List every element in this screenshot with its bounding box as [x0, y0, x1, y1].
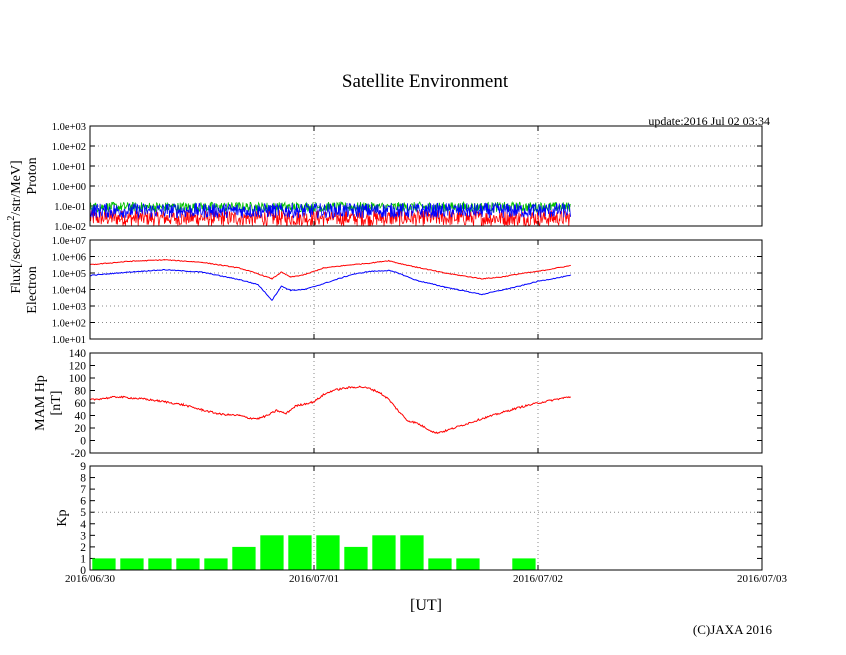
- panel-frame-electron: [89, 239, 763, 340]
- kp-bar: [400, 535, 424, 570]
- x-tick-label: 2016/07/02: [513, 573, 563, 585]
- y-tick-label: 1.0e+04: [52, 286, 87, 297]
- y-tick-label: 1: [80, 553, 86, 565]
- panel-frame-proton: [89, 125, 763, 227]
- y-tick-label: 0: [80, 565, 86, 577]
- kp-bar: [92, 558, 116, 570]
- panel-frame-kp: [89, 465, 763, 571]
- y-tick-label: 3: [80, 530, 86, 542]
- y-tick-label: 1.0e+01: [52, 162, 86, 173]
- y-tick-label: 9: [80, 461, 86, 473]
- update-timestamp: update:2016 Jul 02 03:34: [648, 114, 770, 128]
- kp-bar: [260, 535, 284, 570]
- kp-bar: [232, 546, 256, 570]
- proton-panel-ylabel: Proton: [25, 157, 40, 194]
- y-tick-label: 1.0e+02: [52, 319, 86, 330]
- flux-unit-label-part2: /str/MeV]: [9, 160, 24, 215]
- hp-panel-ylabel-line1: MAM Hp: [33, 375, 48, 431]
- y-tick-label: 1.0e+02: [52, 142, 86, 153]
- kp-bar: [344, 546, 368, 570]
- y-tick-label: 1.0e+01: [52, 335, 86, 346]
- hp-panel-ylabel-line2: [nT]: [49, 391, 64, 416]
- y-tick-label: 1.0e+00: [52, 182, 86, 193]
- y-tick-label: 6: [80, 496, 86, 508]
- x-axis-label: [UT]: [410, 597, 442, 614]
- kp-bar: [456, 558, 480, 570]
- series-line-proton-low: [89, 202, 571, 220]
- kp-bar: [176, 558, 200, 570]
- copyright-label: (C)JAXA 2016: [693, 622, 773, 637]
- kp-bar: [288, 535, 312, 570]
- y-tick-label: 1.0e+05: [52, 269, 86, 280]
- electron-panel-ylabel: Electron: [25, 266, 40, 313]
- kp-bar: [204, 558, 228, 570]
- y-tick-label: 4: [80, 519, 86, 531]
- y-tick-label: 1.0e-01: [54, 202, 86, 213]
- y-tick-label: 5: [80, 507, 86, 519]
- y-tick-label: 0: [80, 436, 86, 448]
- kp-bar: [120, 558, 144, 570]
- y-tick-label: 140: [69, 348, 87, 360]
- kp-bar: [512, 558, 536, 570]
- y-tick-label: 20: [75, 423, 87, 435]
- panel-frame-mam-hp: [89, 352, 763, 454]
- plot-area: 1.0e-02 1.0e-01 1.0e+00 1.0e+01 1.0e+02 1.0e+…: [52, 122, 788, 585]
- y-tick-label: 2: [80, 542, 86, 554]
- flux-unit-label: Flux[/sec/cm2/str/MeV]: [6, 160, 24, 293]
- series-line-electron-high: [90, 269, 572, 301]
- flux-unit-label-part1: Flux[/sec/cm: [9, 220, 24, 293]
- kp-bar: [372, 535, 396, 570]
- y-tick-label: 1.0e+03: [52, 122, 86, 133]
- y-tick-label: 1.0e+07: [52, 236, 86, 247]
- kp-panel-ylabel: Kp: [55, 509, 70, 526]
- x-tick-label: 2016/07/03: [737, 573, 788, 585]
- x-tick-label: 2016/06/30: [65, 573, 116, 585]
- kp-bar: [428, 558, 452, 570]
- series-line-hp: [89, 385, 571, 435]
- series-line-electron-low: [89, 258, 572, 280]
- kp-bar: [316, 535, 340, 570]
- y-tick-label: 80: [75, 386, 87, 398]
- kp-bar: [148, 558, 172, 570]
- x-tick-label: 2016/07/01: [289, 573, 339, 585]
- y-tick-label: 1.0e-02: [54, 222, 86, 233]
- flux-unit-label-sup: 2: [6, 216, 17, 221]
- y-tick-label: 60: [75, 398, 87, 410]
- y-tick-label: 1.0e+03: [52, 302, 86, 313]
- y-tick-label: 8: [80, 473, 86, 485]
- y-tick-label: 1.0e+06: [52, 253, 86, 264]
- y-tick-label: 40: [75, 411, 87, 423]
- chart-title: Satellite Environment: [342, 71, 509, 92]
- y-tick-label: -20: [71, 448, 87, 460]
- y-tick-label: 100: [69, 373, 87, 385]
- y-tick-label: 120: [69, 361, 87, 373]
- y-tick-label: 7: [80, 484, 86, 496]
